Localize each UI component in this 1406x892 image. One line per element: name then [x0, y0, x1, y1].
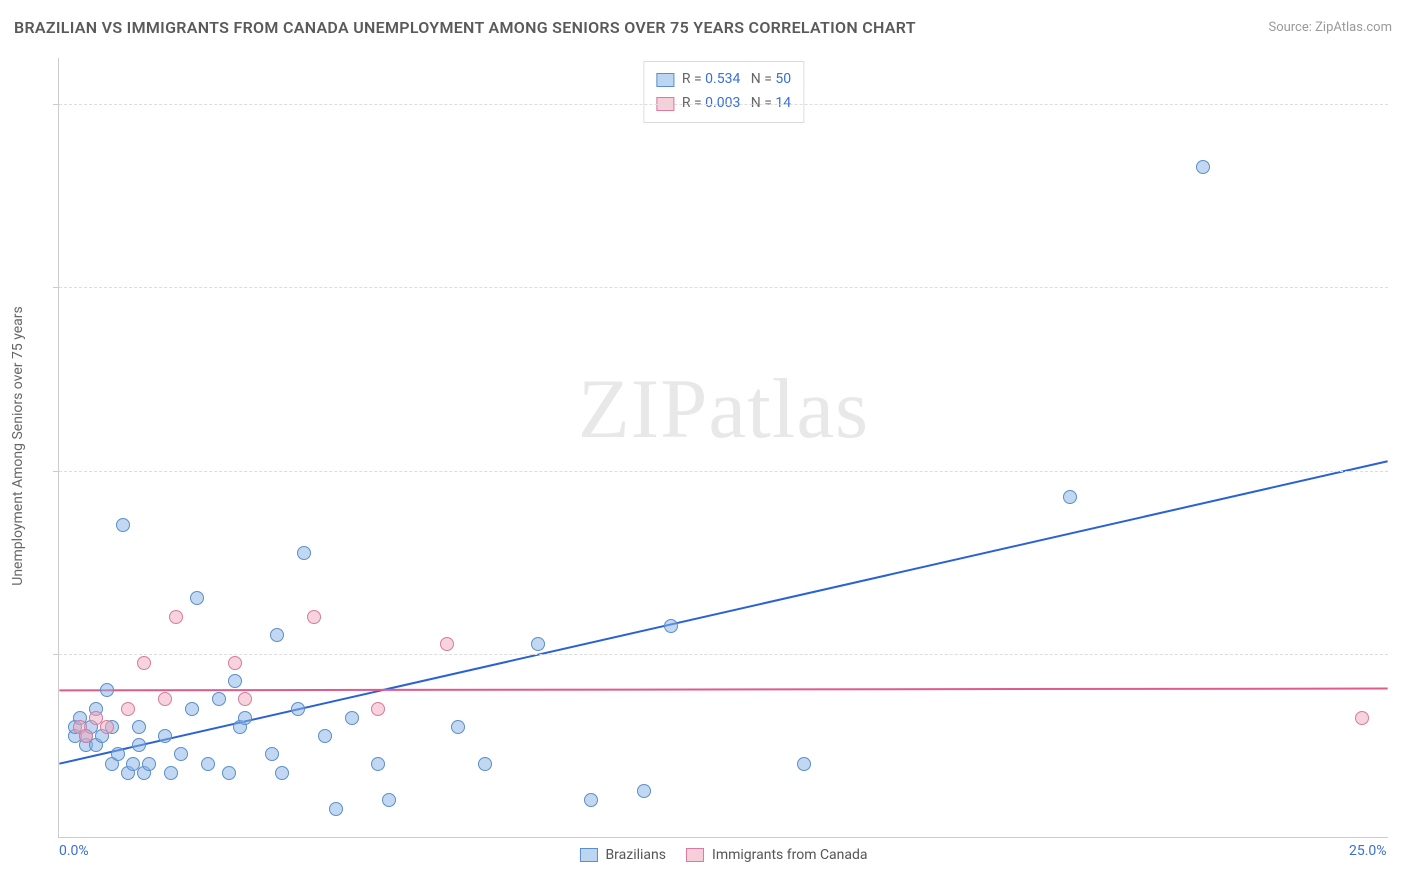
data-point	[164, 766, 178, 780]
y-tick-label: 80.0%	[1396, 96, 1406, 112]
series-legend: Brazilians Immigrants from Canada	[579, 847, 867, 863]
data-point	[291, 702, 305, 716]
data-point	[222, 766, 236, 780]
series-legend-item: Immigrants from Canada	[686, 847, 868, 863]
data-point	[1355, 711, 1369, 725]
watermark-bold: ZIP	[578, 362, 709, 456]
correlation-legend-row: R = 0.534 N = 50	[656, 68, 791, 92]
data-point	[329, 802, 343, 816]
plot-area: ZIPatlas R = 0.534 N = 50R = 0.003 N = 1…	[58, 58, 1388, 838]
data-point	[132, 720, 146, 734]
data-point	[275, 766, 289, 780]
data-point	[100, 720, 114, 734]
series-legend-label: Brazilians	[605, 847, 666, 863]
data-point	[297, 546, 311, 560]
x-tick-label: 0.0%	[59, 843, 89, 859]
data-point	[79, 729, 93, 743]
data-point	[584, 793, 598, 807]
data-point	[345, 711, 359, 725]
watermark-thin: atlas	[708, 362, 869, 456]
data-point	[440, 637, 454, 651]
data-point	[238, 711, 252, 725]
data-point	[228, 674, 242, 688]
data-point	[169, 610, 183, 624]
data-point	[265, 747, 279, 761]
data-point	[1063, 490, 1077, 504]
data-point	[371, 757, 385, 771]
data-point	[174, 747, 188, 761]
data-point	[797, 757, 811, 771]
data-point	[137, 656, 151, 670]
correlation-legend: R = 0.534 N = 50R = 0.003 N = 14	[643, 61, 804, 123]
legend-swatch-blue-icon	[579, 848, 597, 862]
data-point	[531, 637, 545, 651]
gridline	[59, 287, 1388, 288]
data-point	[270, 628, 284, 642]
legend-swatch-blue-icon	[656, 73, 674, 87]
data-point	[142, 757, 156, 771]
data-point	[158, 729, 172, 743]
data-point	[664, 619, 678, 633]
trend-line	[59, 689, 1387, 691]
trend-lines	[59, 58, 1388, 837]
data-point	[478, 757, 492, 771]
data-point	[100, 683, 114, 697]
x-tick-label: 25.0%	[1349, 843, 1387, 859]
data-point	[121, 702, 135, 716]
series-legend-label: Immigrants from Canada	[712, 847, 868, 863]
legend-swatch-pink-icon	[686, 848, 704, 862]
data-point	[451, 720, 465, 734]
data-point	[201, 757, 215, 771]
trend-line	[59, 461, 1387, 763]
data-point	[371, 702, 385, 716]
y-tick-label: 40.0%	[1396, 463, 1406, 479]
correlation-values: R = 0.534 N = 50	[682, 68, 791, 92]
data-point	[307, 610, 321, 624]
y-tick-label: 20.0%	[1396, 646, 1406, 662]
data-point	[1196, 160, 1210, 174]
chart-title: BRAZILIAN VS IMMIGRANTS FROM CANADA UNEM…	[14, 18, 916, 37]
y-axis-title: Unemployment Among Seniors over 75 years	[10, 306, 26, 586]
data-point	[637, 784, 651, 798]
series-legend-item: Brazilians	[579, 847, 666, 863]
data-point	[382, 793, 396, 807]
data-point	[158, 692, 172, 706]
gridline	[59, 104, 1388, 105]
data-point	[318, 729, 332, 743]
chart-source: Source: ZipAtlas.com	[1268, 20, 1392, 35]
data-point	[238, 692, 252, 706]
data-point	[132, 738, 146, 752]
data-point	[228, 656, 242, 670]
data-point	[185, 702, 199, 716]
data-point	[212, 692, 226, 706]
gridline	[59, 471, 1388, 472]
watermark: ZIPatlas	[578, 360, 869, 458]
data-point	[190, 591, 204, 605]
data-point	[111, 747, 125, 761]
data-point	[116, 518, 130, 532]
y-tick-label: 60.0%	[1396, 279, 1406, 295]
gridline	[59, 654, 1388, 655]
